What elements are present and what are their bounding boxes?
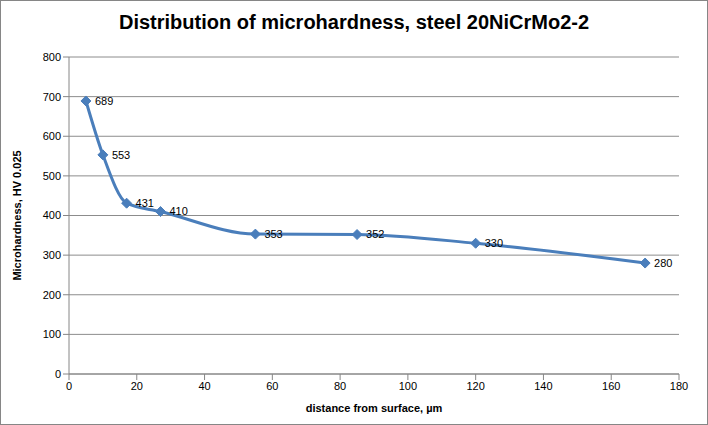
svg-text:352: 352: [366, 228, 384, 240]
svg-text:60: 60: [266, 380, 278, 392]
svg-text:distance from surface, µm: distance from surface, µm: [306, 402, 443, 414]
svg-text:Microhardness, HV 0.025: Microhardness, HV 0.025: [11, 150, 23, 280]
svg-text:600: 600: [43, 130, 61, 142]
svg-text:553: 553: [112, 149, 130, 161]
svg-text:20: 20: [131, 380, 143, 392]
svg-text:180: 180: [670, 380, 688, 392]
svg-text:689: 689: [95, 95, 113, 107]
svg-text:431: 431: [136, 197, 154, 209]
svg-text:120: 120: [466, 380, 484, 392]
svg-text:0: 0: [66, 380, 72, 392]
svg-text:800: 800: [43, 51, 61, 63]
svg-text:410: 410: [170, 205, 188, 217]
svg-text:0: 0: [55, 368, 61, 380]
svg-text:300: 300: [43, 249, 61, 261]
svg-text:400: 400: [43, 209, 61, 221]
svg-text:280: 280: [654, 257, 672, 269]
svg-text:80: 80: [334, 380, 346, 392]
html-text:Distribution of microhardness,: Distribution of microhardness, steel 20N…: [118, 11, 589, 33]
svg-text:40: 40: [198, 380, 210, 392]
svg-text:330: 330: [485, 237, 503, 249]
svg-text:100: 100: [399, 380, 417, 392]
svg-text:200: 200: [43, 289, 61, 301]
svg-text:353: 353: [264, 228, 282, 240]
svg-text:700: 700: [43, 91, 61, 103]
svg-text:500: 500: [43, 170, 61, 182]
svg-text:100: 100: [43, 328, 61, 340]
svg-text:140: 140: [534, 380, 552, 392]
svg-text:160: 160: [602, 380, 620, 392]
